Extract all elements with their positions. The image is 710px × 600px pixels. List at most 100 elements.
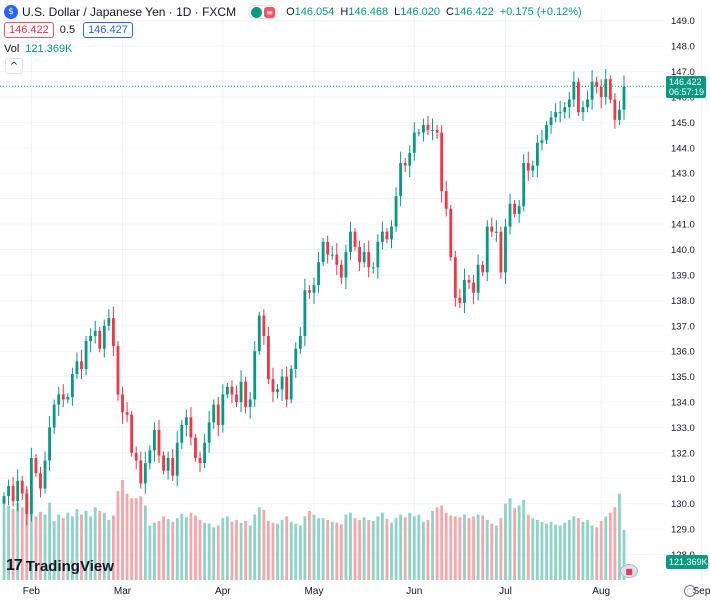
volume-bar: [175, 518, 179, 580]
volume-bar: [567, 520, 571, 580]
legend-toggle[interactable]: ≡: [248, 5, 279, 19]
volume-bar: [48, 502, 52, 580]
volume-bar: [326, 520, 330, 580]
candle-body: [180, 424, 184, 443]
time-tick-label: Aug: [592, 586, 610, 597]
candle-body: [353, 231, 357, 247]
symbol-title[interactable]: U.S. Dollar / Japanese Yen · 1D · FXCM: [22, 5, 237, 19]
candles: [2, 69, 626, 526]
volume-bar: [125, 493, 129, 580]
volume-bar: [34, 516, 38, 580]
price-tick-label: 144.0: [671, 143, 695, 154]
volume-bar: [2, 507, 6, 580]
candle-body: [476, 264, 480, 293]
volume-bar: [421, 521, 425, 580]
candle-body: [285, 376, 289, 400]
volume-label[interactable]: Vol: [4, 43, 20, 55]
candle-body: [321, 241, 325, 263]
candle-body: [153, 430, 156, 451]
candle-body: [467, 280, 471, 283]
price-tick-label: 132.0: [671, 448, 695, 459]
time-tick-label: Jun: [406, 586, 422, 597]
candle-body: [294, 348, 298, 369]
candle-body: [148, 450, 152, 464]
candle-body: [80, 361, 83, 369]
volume-bar: [16, 502, 20, 580]
volume-bar: [298, 525, 302, 580]
candle-body: [317, 262, 320, 286]
collapse-legend-button[interactable]: ^: [5, 58, 23, 74]
candle-body: [444, 191, 448, 209]
candle-body: [472, 282, 475, 293]
candle-body: [280, 376, 284, 390]
candle-body: [2, 496, 6, 504]
volume-bar: [362, 517, 366, 580]
candle-body: [61, 394, 65, 400]
grid-lines: [0, 8, 702, 580]
volume-bar: [166, 519, 170, 580]
price-tick-label: 134.0: [671, 398, 695, 409]
volume-bar: [285, 516, 289, 580]
volume-bar: [7, 505, 10, 580]
volume-bar: [472, 516, 475, 580]
volume-bar: [303, 516, 307, 580]
price-tick-label: 148.0: [671, 42, 695, 53]
volume-bar: [344, 514, 348, 580]
candle-body: [89, 335, 93, 342]
candle-body: [590, 81, 594, 100]
volume-bar: [189, 512, 193, 580]
volume-bar: [93, 507, 97, 580]
volume-bar: [504, 503, 507, 580]
candle-body: [121, 394, 124, 413]
volume-bar: [194, 515, 197, 580]
candle-body: [367, 252, 371, 268]
candle-body: [276, 389, 279, 392]
volume-bar: [412, 516, 416, 580]
volume-bar: [531, 518, 535, 580]
price-tick-label: 147.0: [671, 67, 695, 78]
volume-bar: [134, 498, 138, 580]
price-axis[interactable]: 149.0148.0147.0146.0145.0144.0143.0142.0…: [671, 16, 695, 561]
candle-body: [572, 81, 576, 100]
volume-bar: [262, 510, 266, 580]
volume-bar: [595, 527, 599, 580]
settings-icon[interactable]: ◌: [684, 585, 696, 597]
chevron-up-icon: ^: [9, 60, 19, 72]
volume-bar: [590, 525, 594, 580]
tradingview-logo-mark: 17: [6, 557, 23, 574]
volume-bar: [221, 518, 225, 580]
candle-body: [171, 457, 175, 476]
candle-body: [558, 112, 562, 114]
volume-bar: [335, 522, 339, 580]
volume-bar: [353, 518, 357, 580]
volume-bar: [339, 524, 343, 580]
volume-bar: [203, 522, 207, 580]
volume-bar: [622, 530, 626, 580]
candle-body: [403, 163, 407, 166]
candle-body: [613, 99, 617, 120]
candle-body: [526, 163, 530, 171]
price-tick-label: 135.0: [671, 372, 695, 383]
candle-body: [380, 231, 384, 242]
volume-bar: [162, 516, 165, 580]
candle-body: [289, 368, 293, 400]
economic-event-flag-icon[interactable]: ■: [620, 564, 638, 578]
buy-button[interactable]: 146.427: [83, 22, 133, 38]
candle-body: [298, 335, 302, 349]
candle-body: [344, 252, 348, 278]
price-tick-label: 136.0: [671, 347, 695, 358]
volume-bar: [408, 512, 412, 580]
candle-body: [567, 99, 571, 108]
volume-bar: [613, 507, 617, 580]
tradingview-logo[interactable]: 17 TradingView: [6, 557, 114, 575]
volume-bar: [212, 527, 216, 580]
candle-body: [349, 231, 352, 253]
candle-body: [376, 241, 380, 268]
time-axis[interactable]: Feb Mar Apr May Jun Jul Aug Sep: [23, 586, 710, 597]
candle-body: [116, 346, 120, 395]
candle-body: [248, 399, 252, 408]
volume-bar: [522, 500, 526, 580]
sell-button[interactable]: 146.422: [4, 22, 54, 38]
volume-bar: [29, 493, 33, 580]
